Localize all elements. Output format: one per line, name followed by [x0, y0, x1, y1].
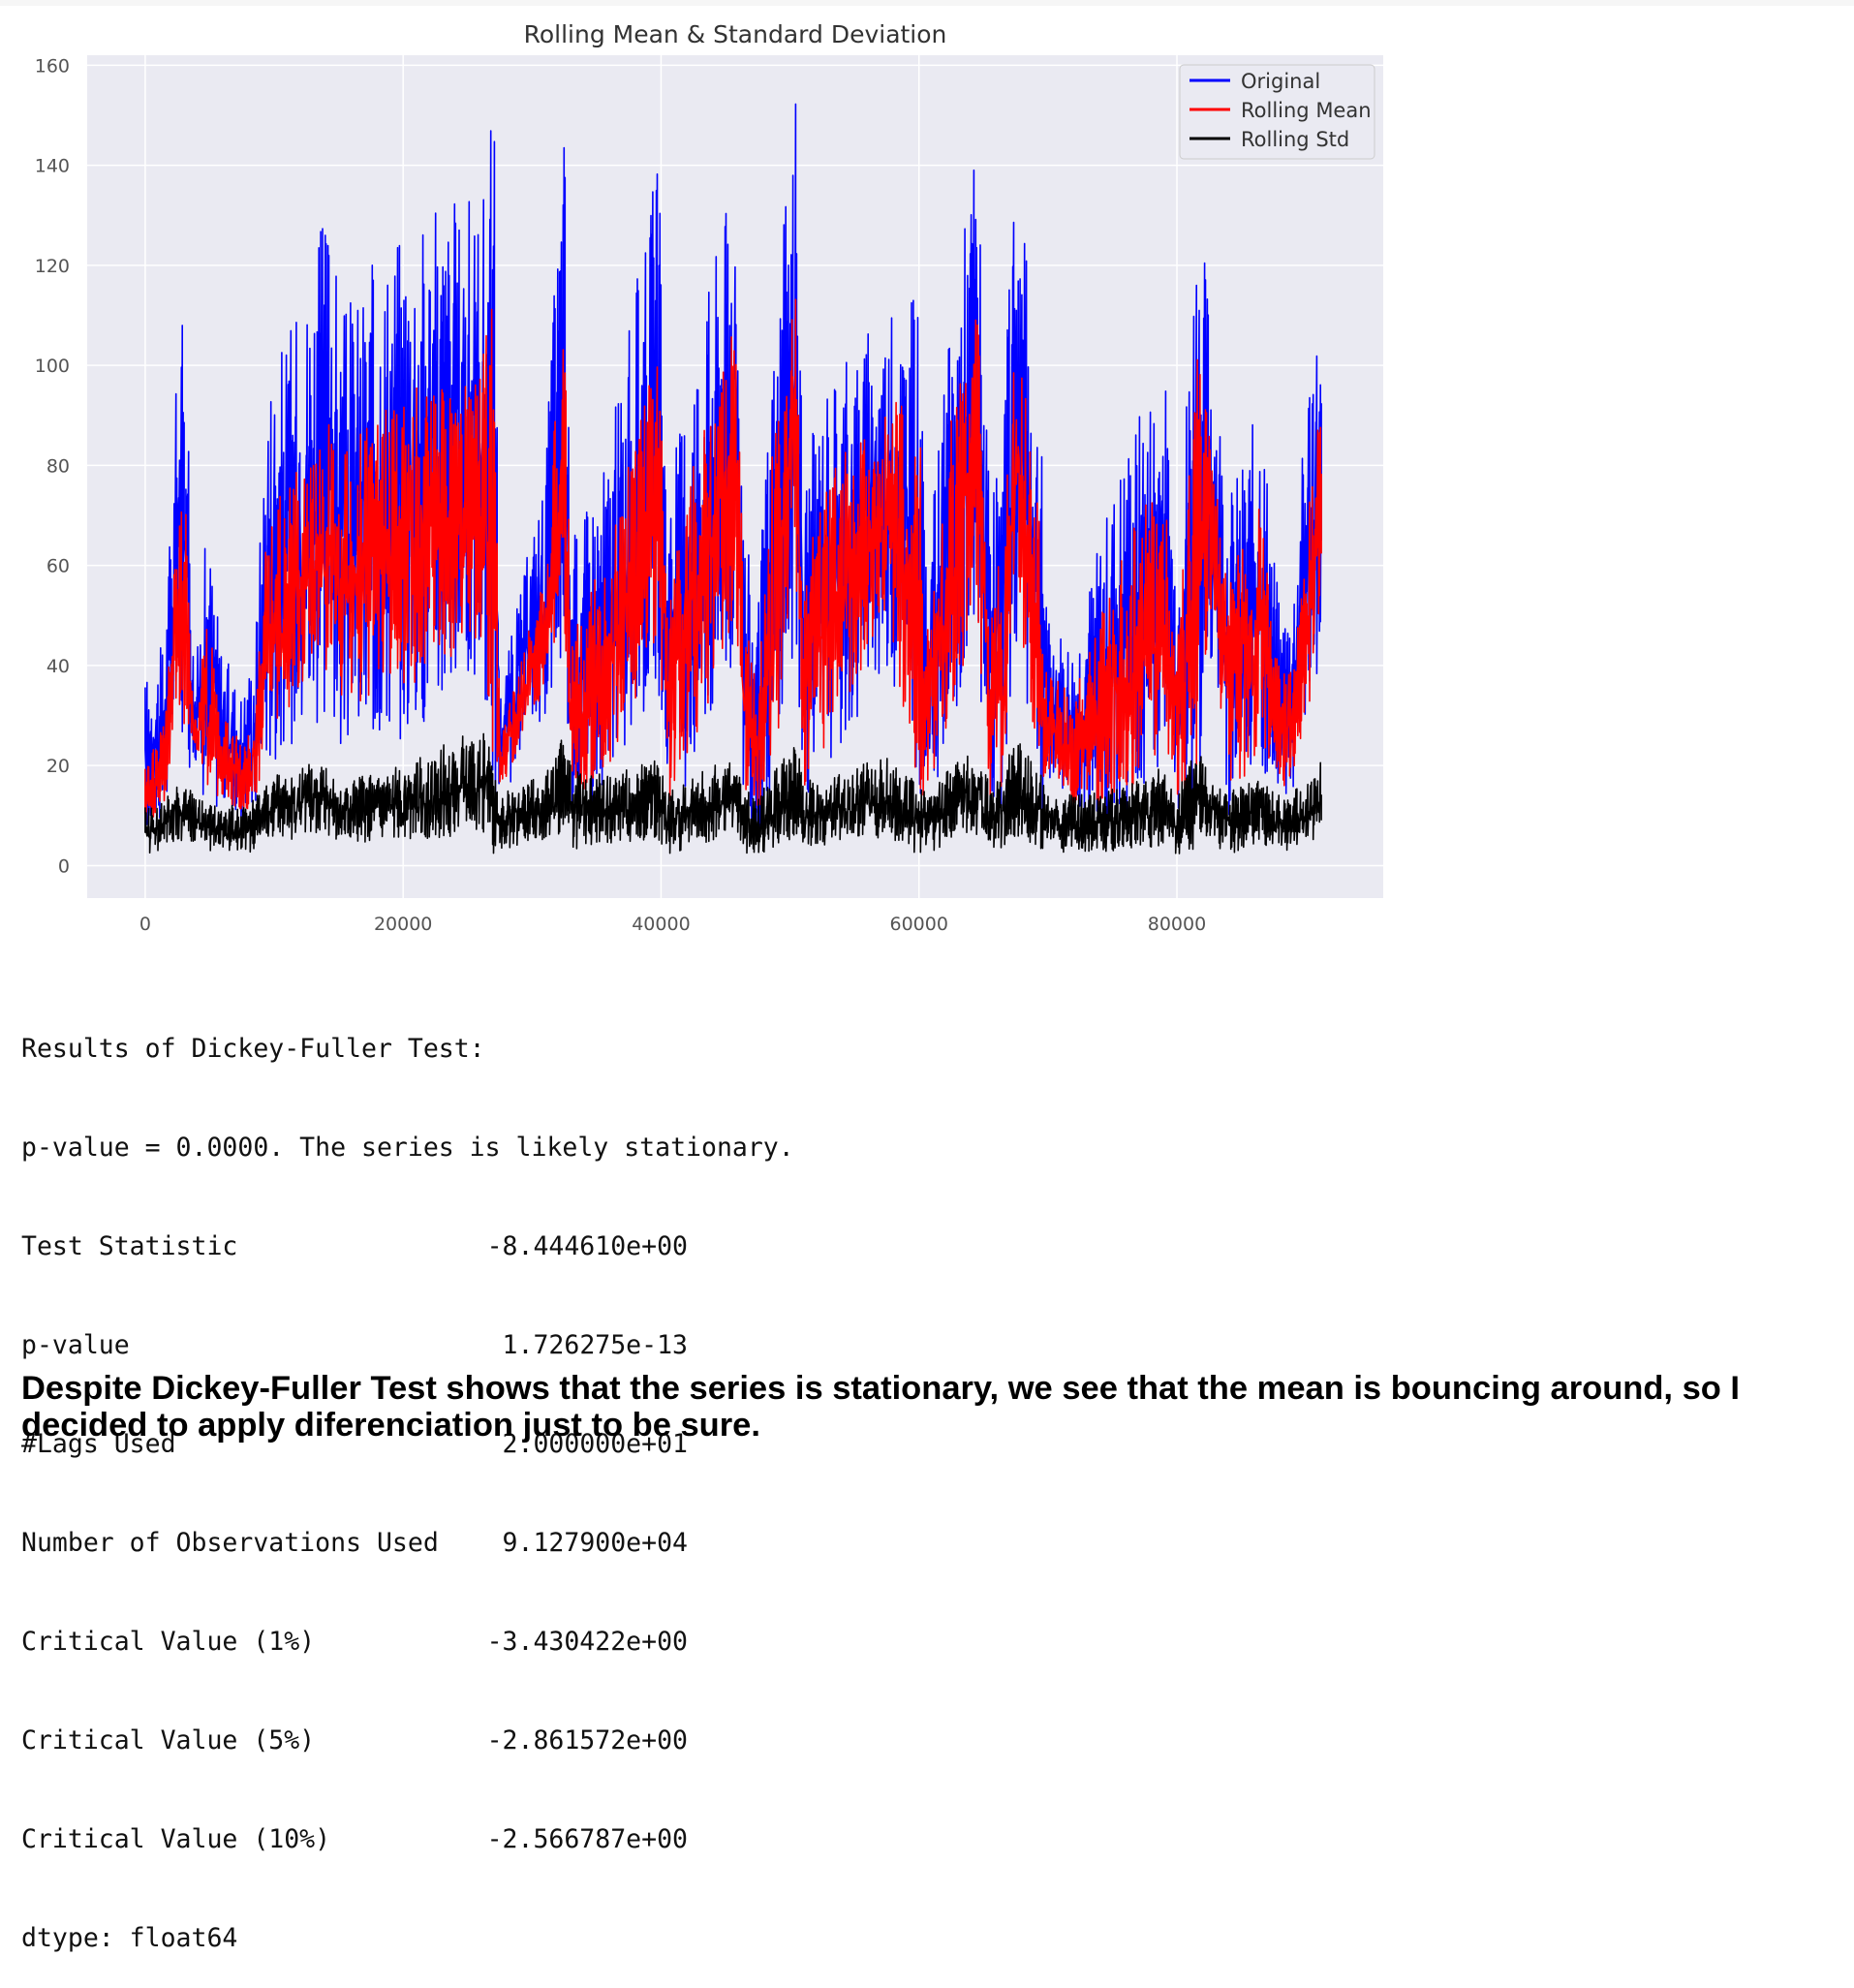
- df-stat-value: 1.726275e-13: [502, 1330, 688, 1360]
- df-stat-name: Critical Value (10%): [21, 1824, 331, 1854]
- df-header: Results of Dickey-Fuller Test:: [21, 1034, 485, 1064]
- y-tick-label: 0: [58, 855, 70, 877]
- df-row-observations-used: Number of Observations Used 9.127900e+04: [21, 1527, 794, 1560]
- y-tick-label: 20: [46, 756, 70, 777]
- y-tick-label: 80: [46, 455, 70, 477]
- df-stat-name: Critical Value (5%): [21, 1725, 316, 1755]
- legend-label-rolling-std: Rolling Std: [1241, 128, 1349, 151]
- chart-legend: Original Rolling Mean Rolling Std: [1179, 64, 1375, 160]
- output-cell-top-border: [0, 0, 1854, 6]
- df-row-lags-used: #Lags Used 2.000000e+01: [21, 1428, 794, 1461]
- tick-labels: 0 20 40 60 80 100 120 140 160 0 20000 40000 60000 800…: [35, 55, 1206, 935]
- series-rolling-std: [144, 732, 1322, 854]
- rolling-stats-chart: 0 20 40 60 80 100 120 140 160 0 20000 40000 60000 800…: [35, 20, 1383, 935]
- dickey-fuller-output: Results of Dickey-Fuller Test: p-value =…: [21, 967, 794, 1988]
- df-row-p-value: p-value 1.726275e-13: [21, 1329, 794, 1362]
- y-tick-label: 120: [35, 256, 70, 277]
- df-row-test-statistic: Test Statistic -8.444610e+00: [21, 1230, 794, 1263]
- df-stat-value: 2.000000e+01: [502, 1429, 688, 1459]
- df-stat-value: -2.861572e+00: [486, 1725, 688, 1755]
- markdown-note: Despite Dickey-Fuller Test shows that th…: [21, 1370, 1741, 1444]
- df-row-critical-10pct: Critical Value (10%) -2.566787e+00: [21, 1823, 794, 1856]
- series-line: [144, 298, 1322, 822]
- x-tick-label: 40000: [632, 914, 690, 935]
- df-stat-name: p-value: [21, 1330, 130, 1360]
- df-stat-value: -3.430422e+00: [486, 1627, 688, 1657]
- df-stat-name: #Lags Used: [21, 1429, 176, 1459]
- df-row-critical-5pct: Critical Value (5%) -2.861572e+00: [21, 1724, 794, 1757]
- df-stat-name: Test Statistic: [21, 1231, 238, 1261]
- y-tick-label: 60: [46, 556, 70, 577]
- df-pvalue-line: p-value = 0.0000. The series is likely s…: [21, 1133, 794, 1163]
- series-layer: [144, 103, 1322, 854]
- x-tick-label: 60000: [889, 914, 947, 935]
- df-stat-value: 9.127900e+04: [502, 1528, 688, 1558]
- df-row-critical-1pct: Critical Value (1%) -3.430422e+00: [21, 1626, 794, 1659]
- x-tick-label: 20000: [374, 914, 432, 935]
- y-tick-label: 160: [35, 55, 70, 77]
- df-stat-value: -2.566787e+00: [486, 1824, 688, 1854]
- legend-label-rolling-mean: Rolling Mean: [1241, 99, 1372, 122]
- legend-label-original: Original: [1241, 70, 1320, 93]
- series-rolling-mean: [144, 298, 1322, 822]
- df-dtype-line: dtype: float64: [21, 1923, 238, 1953]
- chart-title: Rolling Mean & Standard Deviation: [524, 20, 947, 48]
- y-tick-label: 140: [35, 156, 70, 177]
- legend-box: [1179, 64, 1375, 160]
- x-tick-label: 80000: [1148, 914, 1206, 935]
- x-tick-label: 0: [139, 914, 151, 935]
- series-line: [144, 732, 1322, 854]
- df-stat-name: Critical Value (1%): [21, 1627, 316, 1657]
- df-stat-name: Number of Observations Used: [21, 1528, 439, 1558]
- y-tick-label: 40: [46, 656, 70, 677]
- df-stat-value: -8.444610e+00: [486, 1231, 688, 1261]
- y-tick-label: 100: [35, 356, 70, 377]
